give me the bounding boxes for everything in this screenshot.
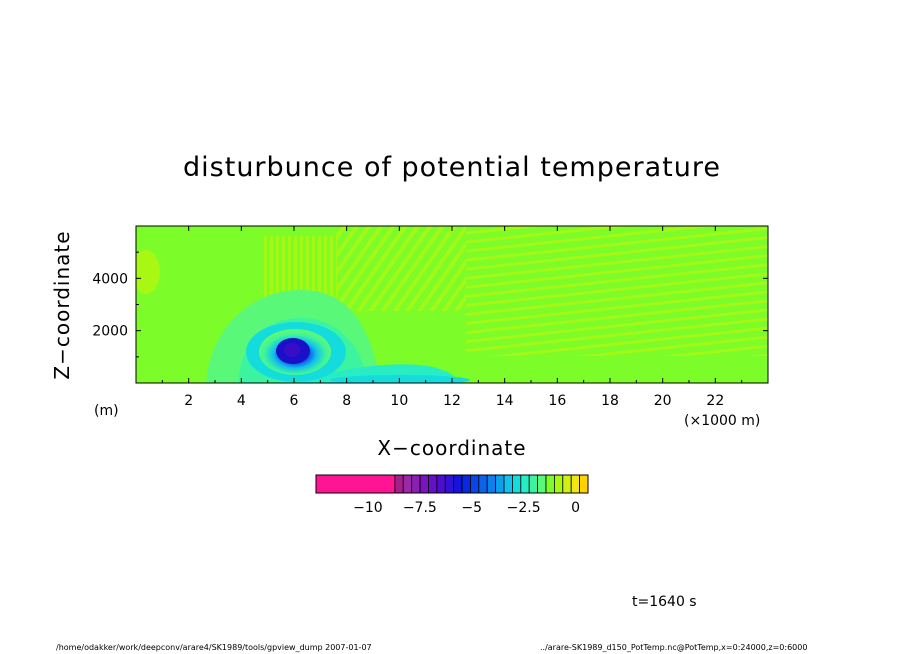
warm-blob-left xyxy=(136,250,160,294)
y-axis-label: Z−coordinate xyxy=(50,230,74,380)
y-axis-ticks xyxy=(136,251,768,358)
x-axis-ticks xyxy=(161,226,743,383)
outflow-ground-layer xyxy=(330,375,470,383)
x-tick-label: 6 xyxy=(290,393,299,409)
y-tick-label: 4000 xyxy=(92,271,128,287)
colorbar-swatch xyxy=(503,474,513,494)
plot-area xyxy=(136,226,768,383)
x-tick-label: 4 xyxy=(237,393,246,409)
colorbar-tick-label: 0 xyxy=(571,500,580,516)
colorbar-swatch xyxy=(520,474,530,494)
colorbar-swatch xyxy=(486,474,497,494)
colorbar-swatch xyxy=(428,474,438,494)
colorbar-swatch xyxy=(470,474,480,494)
cold-pool-core-minimum xyxy=(284,343,300,357)
y-axis-tick-labels: 2000 4000 xyxy=(92,271,128,339)
x-tick-label: 16 xyxy=(548,393,566,409)
x-tick-label: 10 xyxy=(390,393,408,409)
colorbar-swatch xyxy=(436,474,446,494)
colorbar-swatch xyxy=(545,474,555,494)
colorbar-tick-label: −5 xyxy=(461,500,482,516)
colorbar-tick-labels: −10 −7.5 −5 −2.5 0 xyxy=(353,500,580,516)
x-tick-label: 18 xyxy=(601,393,619,409)
colorbar-swatch xyxy=(315,474,396,494)
colorbar-swatch xyxy=(562,474,572,494)
colorbar-tick-label: −7.5 xyxy=(403,500,437,516)
colorbar-swatch xyxy=(512,474,522,494)
colorbar-swatch xyxy=(394,474,404,494)
colorbar-swatch xyxy=(570,474,581,494)
colorbar-swatch xyxy=(453,474,463,494)
y-tick-label: 2000 xyxy=(92,324,128,340)
x-tick-label: 2 xyxy=(184,393,193,409)
colorbar-swatch xyxy=(411,474,421,494)
x-axis-tick-labels: 2 4 6 8 10 12 14 16 18 20 22 xyxy=(184,393,724,409)
colorbar-swatch xyxy=(402,474,413,494)
gravity-wave-region-horizontal xyxy=(466,226,768,356)
colorbar-swatch xyxy=(537,474,547,494)
x-axis-units: (×1000 m) xyxy=(684,413,761,429)
colorbar-swatch xyxy=(478,474,488,494)
colorbar xyxy=(315,474,589,494)
colorbar-swatch xyxy=(495,474,505,494)
footer-file-label: ../arare-SK1989_d150_PotTemp.nc@PotTemp,… xyxy=(540,643,808,652)
chart-title: disturbunce of potential temperature xyxy=(183,152,721,183)
colorbar-swatch xyxy=(461,474,471,494)
colorbar-swatch xyxy=(579,474,589,494)
footer-path-label: /home/odakker/work/deepconv/arare4/SK198… xyxy=(56,643,372,652)
x-tick-label: 8 xyxy=(342,393,351,409)
x-tick-label: 22 xyxy=(706,393,724,409)
colorbar-swatch xyxy=(528,474,539,494)
colorbar-swatch xyxy=(444,474,455,494)
x-tick-label: 20 xyxy=(654,393,672,409)
x-tick-label: 14 xyxy=(496,393,514,409)
colorbar-swatch xyxy=(554,474,564,494)
colorbar-tick-label: −10 xyxy=(353,500,383,516)
colorbar-swatch xyxy=(419,474,429,494)
gravity-wave-region-diagonal xyxy=(336,226,466,311)
y-axis-units: (m) xyxy=(94,403,119,419)
colorbar-frame xyxy=(315,474,589,494)
colorbar-tick-label: −2.5 xyxy=(507,500,541,516)
x-tick-label: 12 xyxy=(443,393,461,409)
time-label: t=1640 s xyxy=(632,594,697,610)
x-axis-label: X−coordinate xyxy=(377,436,527,460)
